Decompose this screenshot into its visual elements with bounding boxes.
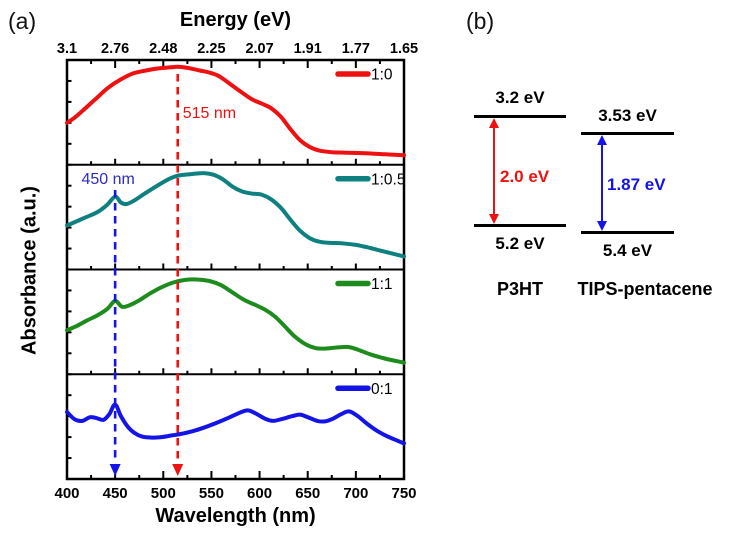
energy-tick-label: 1.65: [390, 41, 418, 57]
wavelength-tick-label: 550: [199, 485, 224, 502]
legend-label: 1:0: [371, 67, 393, 84]
wavelength-tick-label: 500: [151, 485, 176, 502]
wavelength-tick-label: 450: [103, 485, 128, 502]
legend-label: 1:1: [371, 276, 393, 293]
plot-frame: [65, 58, 406, 481]
wavelength-tick-label: 650: [295, 485, 320, 502]
p3ht-name: P3HT: [496, 279, 543, 299]
wavelength-tick-label: 700: [343, 485, 368, 502]
top-axis-title: Energy (eV): [179, 9, 292, 31]
p3ht-gap-value: 2.0 eV: [500, 167, 550, 186]
legend-label: 0:1: [371, 381, 393, 398]
energy-tick-label: 1.77: [342, 41, 370, 57]
wavelength-tick-label: 750: [391, 485, 416, 502]
energy-tick-label: 2.48: [149, 41, 177, 57]
tips-gap-arrow: [597, 135, 607, 231]
energy-tick-label: 2.76: [101, 41, 129, 57]
guide-arrowhead-450nm: [109, 464, 121, 476]
x-axis-title: Wavelength (nm): [155, 505, 316, 527]
energy-tick-label: 3.1: [57, 41, 77, 57]
energy-tick-label: 1.91: [294, 41, 322, 57]
panel-a-label: (a): [8, 8, 37, 34]
spectrum-curve-1-0: [65, 64, 406, 158]
p3ht-lumo-level: [474, 115, 566, 118]
tips-homo-level: [581, 231, 674, 234]
p3ht-lumo-value: 3.2 eV: [495, 88, 545, 107]
annotation-450nm: 450 nm: [81, 171, 134, 188]
energy-tick-label: 2.25: [197, 41, 225, 57]
p3ht-homo-value: 5.2 eV: [495, 234, 545, 253]
p3ht-homo-level: [474, 224, 566, 227]
wavelength-tick-label: 400: [54, 485, 79, 502]
tips-lumo-value: 3.53 eV: [598, 106, 657, 125]
panel-b-label: (b): [466, 8, 495, 34]
annotation-515nm: 515 nm: [183, 105, 236, 122]
legend-label: 1:0.5: [371, 171, 405, 188]
spectrum-curve-0-1: [65, 402, 406, 446]
wavelength-tick-label: 600: [247, 485, 272, 502]
tips-lumo-level: [581, 132, 674, 135]
energy-tick-label: 2.07: [245, 41, 273, 57]
p3ht-gap-arrow: [489, 118, 499, 224]
spectrum-curve-1-0-5: [65, 171, 406, 259]
tips-name: TIPS-pentacene: [577, 279, 713, 299]
tips-gap-value: 1.87 eV: [607, 175, 666, 194]
guide-arrowhead-515nm: [172, 464, 184, 476]
tips-homo-value: 5.4 eV: [602, 241, 653, 260]
